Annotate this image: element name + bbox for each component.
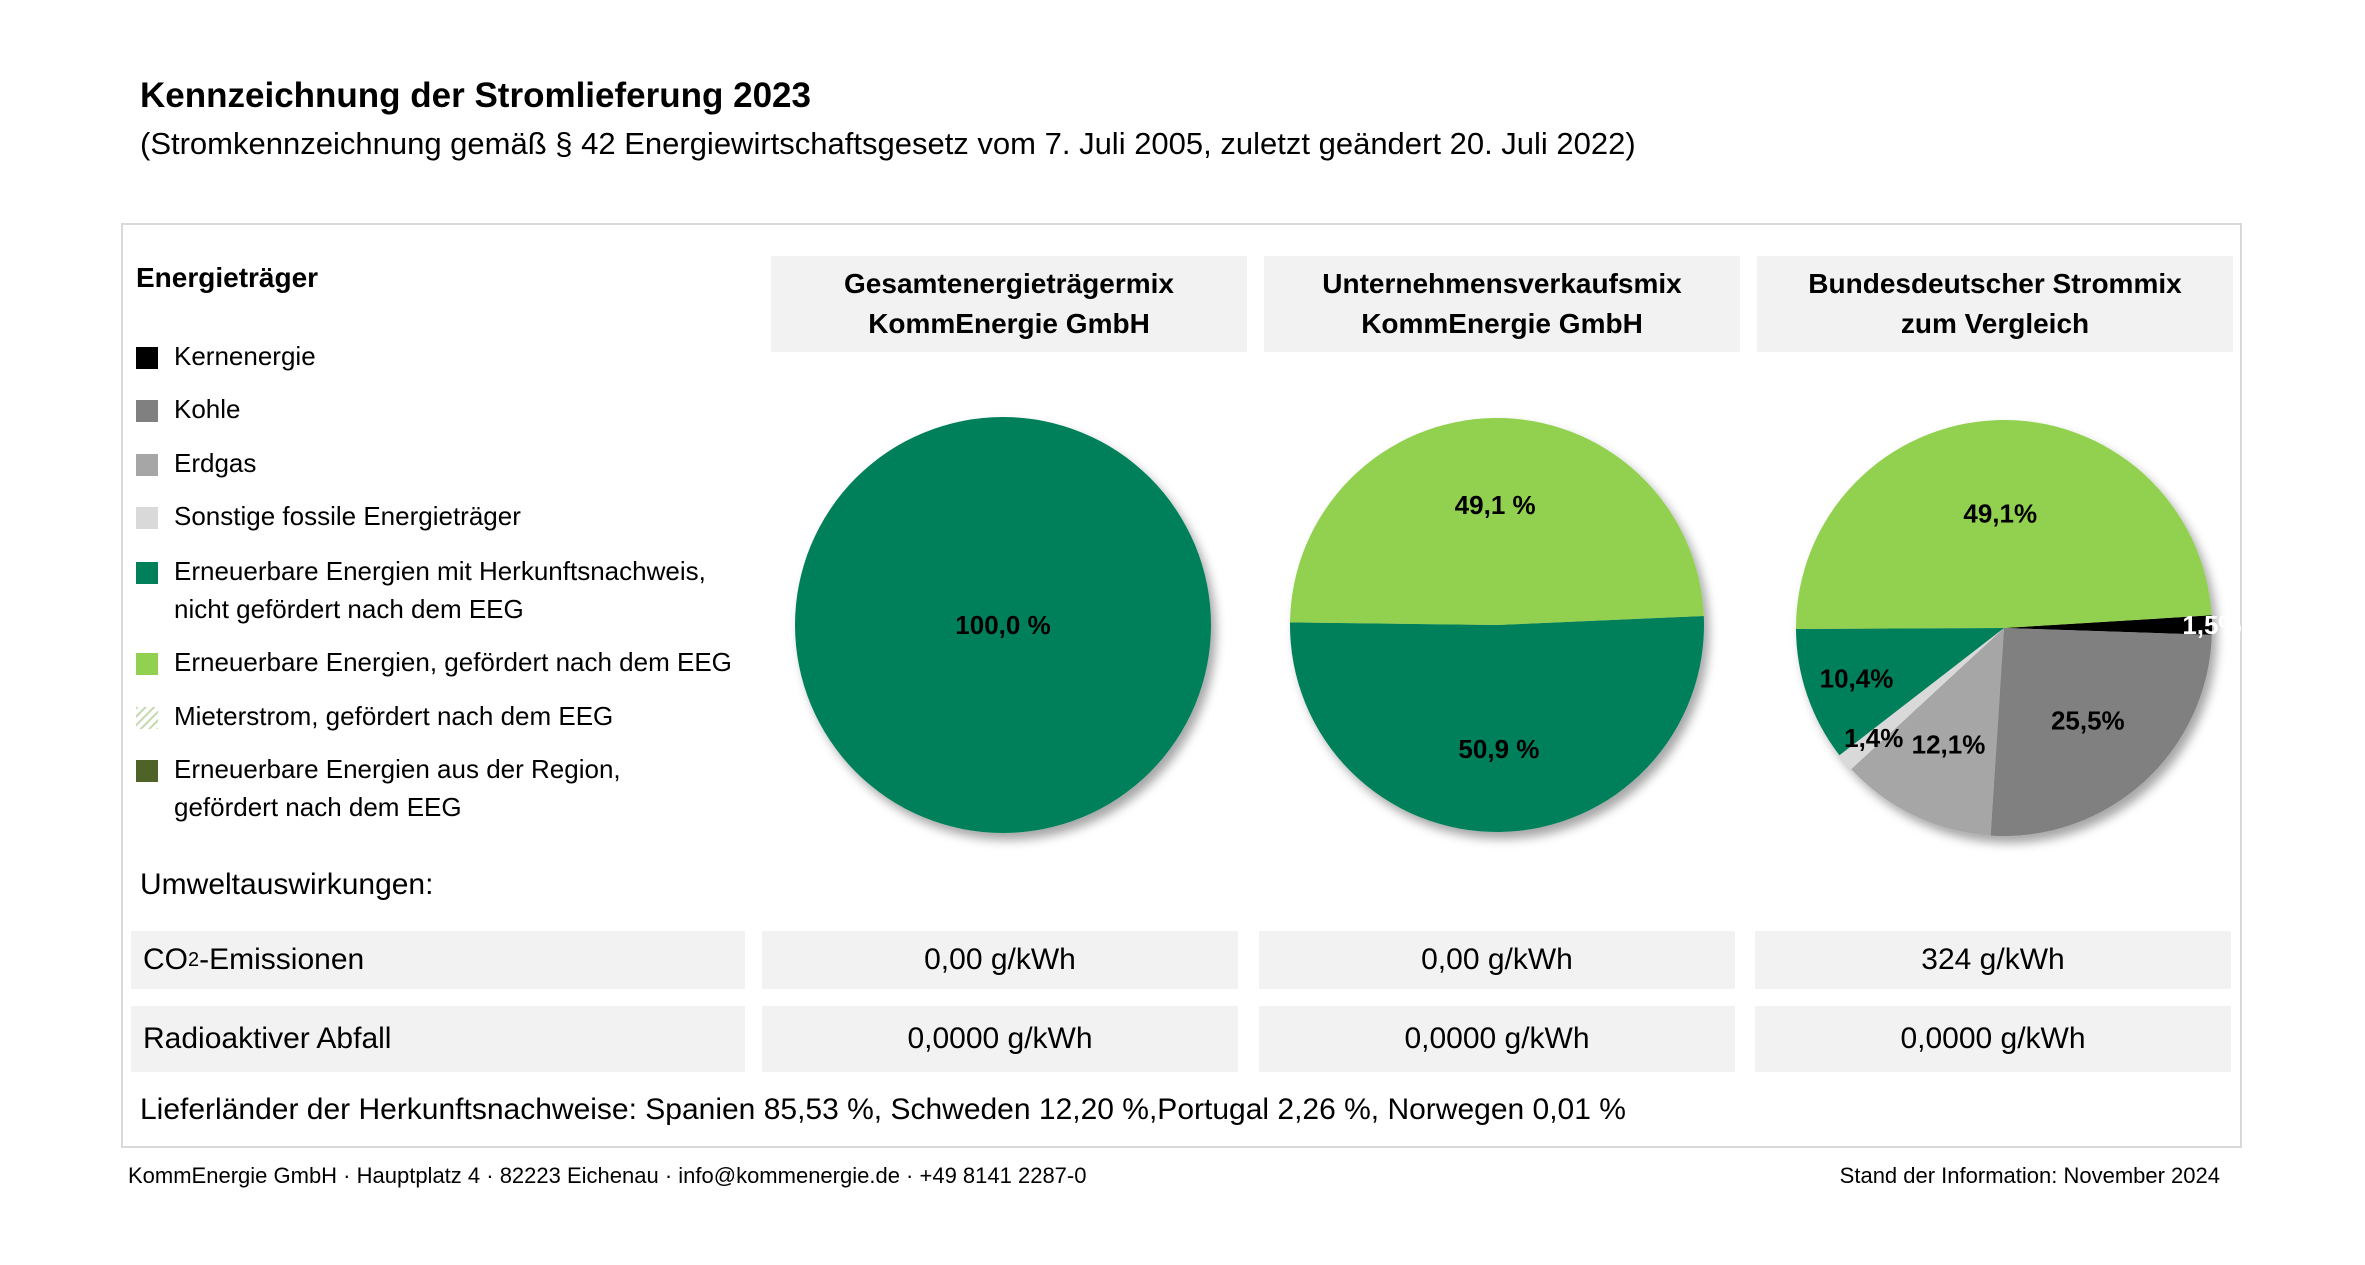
legend-label: Erdgas — [174, 448, 257, 478]
co2-label-rest: -Emissionen — [199, 943, 365, 976]
column-header-line2: KommEnergie GmbH — [868, 308, 1150, 339]
footer-date: Stand der Information: November 2024 — [1839, 1163, 2220, 1188]
pie-slice-erneuerbare-energien-gefördert-nach-dem- — [1796, 420, 2212, 629]
pie-data-label: 25,5% — [2051, 705, 2125, 735]
waste-row-label: Radioaktiver Abfall — [131, 1006, 745, 1072]
footer-contact: KommEnergie GmbH · Hauptplatz 4 · 82223 … — [128, 1163, 1087, 1188]
pie-data-label: 49,1 % — [1455, 490, 1536, 520]
pie-slice-kernenergie — [2004, 615, 2213, 635]
waste-value-gesamtmix: 0,0000 g/kWh — [762, 1006, 1238, 1072]
origin-countries: Lieferländer der Herkunftsnachweise: Spa… — [140, 1093, 1626, 1126]
column-header-line1: Bundesdeutscher Strommix — [1808, 268, 2182, 299]
pie-slice-erneuerbare-energien-mit-herkunftsnachwe — [1796, 628, 2004, 756]
column-header-verkaufsmix: Unternehmensverkaufsmix KommEnergie GmbH — [1264, 256, 1740, 352]
legend-label-line1: Erneuerbare Energien aus der Region, — [174, 754, 621, 784]
legend-swatch — [136, 454, 158, 476]
pie-chart-1 — [795, 417, 1211, 833]
legend-label: Erneuerbare Energien, gefördert nach dem… — [174, 647, 732, 677]
page-title: Kennzeichnung der Stromlieferung 2023 — [140, 76, 811, 115]
column-header-line1: Unternehmensverkaufsmix — [1322, 268, 1682, 299]
pie-slice-erneuerbare-energien-mit-herkunftsnachwe — [1289, 615, 1704, 832]
legend-label: Erneuerbare Energien mit Herkunftsnachwe… — [174, 552, 706, 628]
column-header-line1: Gesamtenergieträgermix — [844, 268, 1174, 299]
waste-value-bundesmix: 0,0000 g/kWh — [1755, 1006, 2231, 1072]
pie-data-label: 1,5% — [2182, 610, 2241, 640]
legend-swatch-hatched — [136, 707, 158, 729]
legend-label: Kernenergie — [174, 341, 316, 371]
legend-swatch — [136, 653, 158, 675]
pie-slice-erneuerbare-energien-gefördert-nach-dem- — [1290, 417, 1704, 625]
legend-label-line2: gefördert nach dem EEG — [174, 792, 462, 822]
legend-label: Kohle — [174, 394, 241, 424]
legend-title: Energieträger — [136, 262, 319, 293]
column-header-bundesmix: Bundesdeutscher Strommix zum Vergleich — [1757, 256, 2233, 352]
legend-label: Mieterstrom, gefördert nach dem EEG — [174, 701, 614, 731]
pie-data-label: 12,1% — [1912, 729, 1986, 759]
pie-data-label: 50,9 % — [1458, 734, 1539, 764]
pie-data-label: 49,1% — [1963, 499, 2037, 529]
legend-swatch — [136, 347, 158, 369]
co2-value-gesamtmix: 0,00 g/kWh — [762, 931, 1238, 989]
co2-value-bundesmix: 324 g/kWh — [1755, 931, 2231, 989]
pie-slice-kohle — [1990, 628, 2212, 837]
legend-swatch — [136, 760, 158, 782]
pie-data-label: 1,4% — [1844, 723, 1903, 753]
pie-chart-2 — [1289, 417, 1704, 832]
pie-slice-erneuerbare-energien-mit-herkunftsnachwe — [795, 417, 1211, 833]
column-header-line2: KommEnergie GmbH — [1361, 308, 1643, 339]
legend-swatch — [136, 400, 158, 422]
pie-data-label: 10,4% — [1820, 664, 1894, 694]
content-frame — [121, 223, 2242, 1148]
column-header-line2: zum Vergleich — [1900, 308, 2090, 339]
column-header-gesamtmix: Gesamtenergieträgermix KommEnergie GmbH — [771, 256, 1247, 352]
pie-slice-erdgas — [1851, 628, 2004, 836]
page-subtitle: (Stromkennzeichnung gemäß § 42 Energiewi… — [140, 126, 1636, 161]
co2-value-verkaufsmix: 0,00 g/kWh — [1259, 931, 1735, 989]
waste-value-verkaufsmix: 0,0000 g/kWh — [1259, 1006, 1735, 1072]
environment-label: Umweltauswirkungen: — [140, 868, 434, 901]
legend-label-line2: nicht gefördert nach dem EEG — [174, 594, 524, 624]
co2-label-main: CO — [143, 943, 188, 976]
co2-label-sub: 2 — [188, 948, 200, 971]
legend-label-line1: Erneuerbare Energien mit Herkunftsnachwe… — [174, 556, 706, 586]
pie-slice-sonstige-fossile-energieträger — [1839, 628, 2004, 770]
legend-label: Sonstige fossile Energieträger — [174, 501, 521, 531]
legend-label: Erneuerbare Energien aus der Region, gef… — [174, 750, 621, 826]
co2-row-label: CO 2 -Emissionen — [131, 931, 745, 989]
pie-chart-3 — [1796, 420, 2213, 837]
pie-data-label: 100,0 % — [955, 610, 1050, 640]
legend-swatch — [136, 562, 158, 584]
legend-swatch — [136, 507, 158, 529]
